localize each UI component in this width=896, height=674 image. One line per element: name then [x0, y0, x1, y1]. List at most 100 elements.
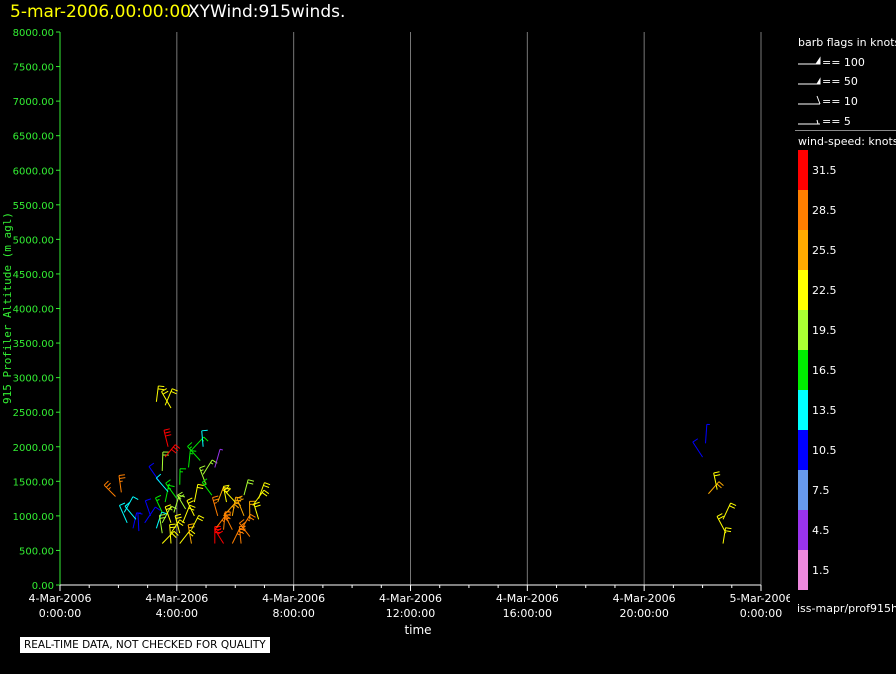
colorbar-title: wind-speed: knots	[798, 135, 896, 148]
wind-barb	[252, 489, 270, 506]
colorbar-swatch	[798, 230, 808, 270]
wind-barb	[163, 428, 172, 447]
wind-barb	[223, 510, 233, 530]
wind-barb	[164, 388, 178, 406]
wind-barb	[692, 438, 704, 458]
colorbar-swatch	[798, 390, 808, 430]
y-tick-label: 4500.00	[13, 270, 54, 281]
colorbar-swatch	[798, 310, 808, 350]
wind-barb	[214, 525, 224, 544]
colorbar-label: 13.5	[812, 404, 837, 417]
wind-barb	[174, 513, 182, 534]
colorbar-label: 10.5	[812, 444, 837, 457]
colorbar-swatch	[798, 430, 808, 470]
colorbar-label: 7.5	[812, 484, 830, 497]
wind-barb	[243, 479, 255, 496]
wind-barb	[176, 491, 187, 510]
y-tick-label: 1500.00	[13, 477, 54, 488]
x-axis-label: time	[404, 623, 431, 637]
wind-barb	[214, 448, 224, 468]
y-tick-label: 7000.00	[13, 97, 54, 108]
axes-layer: 0.00 500.00 1000.00 1500.00 2000.00 2500.00 30…	[13, 28, 790, 620]
colorbar-label: 28.5	[812, 204, 837, 217]
wind-barb	[187, 442, 201, 461]
barb-scale-5: == 5	[822, 115, 851, 128]
x-tick-date: 4-Mar-2006	[379, 592, 442, 605]
x-tick-time: 12:00:00	[386, 607, 435, 620]
colorbar-label: 19.5	[812, 324, 837, 337]
y-tick-label: 6500.00	[13, 132, 54, 143]
wind-barb	[713, 471, 721, 490]
wind-barb	[236, 495, 245, 517]
wind-barb	[123, 496, 139, 513]
wind-barb	[253, 501, 261, 520]
title-product: XYWind:915winds.	[188, 2, 346, 22]
x-tick-date: 4-Mar-2006	[496, 592, 559, 605]
wind-barb	[161, 388, 172, 409]
wind-barb	[155, 494, 163, 513]
x-tick-time: 4:00:00	[156, 607, 198, 620]
y-tick-label: 7500.00	[13, 63, 54, 74]
barb-scale-10: == 10	[822, 95, 858, 108]
x-tick-time: 0:00:00	[740, 607, 782, 620]
colorbar-swatch	[798, 350, 808, 390]
wind-barb	[187, 523, 195, 544]
wind-barb	[103, 480, 116, 497]
x-tick-time: 16:00:00	[503, 607, 552, 620]
colorbar-swatch	[798, 150, 808, 190]
y-axis-label: 915 Profiler Altitude (m agl)	[1, 212, 14, 404]
wind-barb	[190, 514, 205, 530]
wind-barb	[165, 479, 178, 499]
y-tick-label: 0.00	[32, 581, 54, 592]
wind-barb	[148, 462, 160, 482]
data-source-label: iss-mapr/prof915h	[797, 602, 896, 615]
x-tick-date: 5-Mar-2006	[730, 592, 790, 605]
x-tick-time: 8:00:00	[272, 607, 314, 620]
wind-barb-chart: 0.00 500.00 1000.00 1500.00 2000.00 2500.00 30…	[1, 28, 790, 637]
y-tick-label: 3500.00	[13, 339, 54, 350]
y-tick-label: 5000.00	[13, 235, 54, 246]
wind-barb	[188, 450, 197, 468]
y-tick-label: 2500.00	[13, 408, 54, 419]
colorbar-swatch	[798, 270, 808, 310]
wind-barb	[716, 513, 727, 534]
x-tick-time: 0:00:00	[39, 607, 81, 620]
wind-barb	[155, 385, 165, 402]
wind-barb	[164, 444, 181, 458]
wind-barb	[179, 529, 196, 544]
colorbar-swatch	[798, 510, 808, 550]
wind-barb	[144, 498, 152, 517]
wind-barb	[155, 473, 169, 493]
colorbar-label: 4.5	[812, 524, 830, 537]
grid-layer	[176, 32, 762, 585]
wind-barb	[161, 530, 179, 544]
x-tick-time: 20:00:00	[619, 607, 668, 620]
y-tick-label: 6000.00	[13, 166, 54, 177]
wind-barb	[212, 495, 220, 517]
wind-barb	[258, 482, 271, 499]
wind-barb	[223, 485, 236, 503]
barb-scale-title: barb flags in knots	[798, 36, 896, 49]
wind-barb	[118, 502, 128, 523]
colorbar-label: 1.5	[812, 564, 830, 577]
legend-divider	[795, 130, 896, 131]
wind-barb	[144, 506, 161, 524]
colorbar-label: 16.5	[812, 364, 837, 377]
colorbar-swatch	[798, 190, 808, 230]
colorbar-label: 31.5	[812, 164, 837, 177]
wind-barb	[201, 478, 213, 496]
wind-barb	[186, 497, 195, 517]
y-tick-label: 3000.00	[13, 374, 54, 385]
wind-barb	[193, 483, 204, 503]
x-tick-date: 4-Mar-2006	[262, 592, 325, 605]
colorbar-label: 22.5	[812, 284, 837, 297]
wind-barb	[705, 423, 710, 444]
colorbar-swatch	[798, 550, 808, 590]
wind-barb	[722, 527, 732, 544]
wind-barb	[199, 465, 207, 485]
wind-barb	[708, 481, 724, 495]
wind-barb	[161, 451, 169, 471]
x-tick-date: 4-Mar-2006	[145, 592, 208, 605]
legend-panel: barb flags in knots == 100 == 50 == 10 =…	[795, 30, 896, 630]
barb-scale-100: == 100	[822, 56, 865, 69]
